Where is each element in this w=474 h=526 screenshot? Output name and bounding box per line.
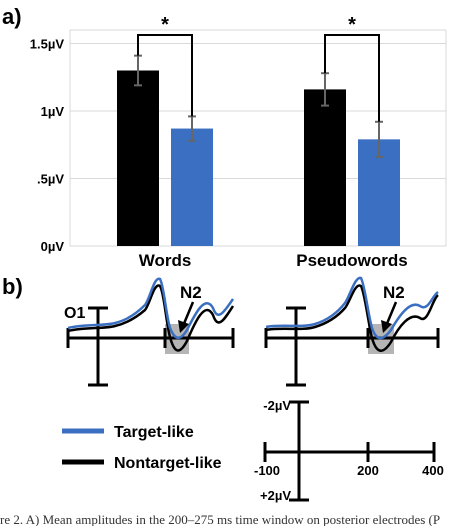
erp-plot-words: O1 N2: [64, 277, 235, 387]
scale-label-200: 200: [357, 463, 379, 478]
y-tick-label: 0µV: [41, 239, 65, 254]
legend-label-target: Target-like: [114, 424, 194, 441]
n2-arrowhead-words: [178, 320, 189, 333]
significance-bracket: [324, 34, 380, 122]
significance-star: *: [348, 14, 356, 36]
electrode-label: O1: [64, 305, 85, 322]
figure-caption: re 2. A) Mean amplitudes in the 200–275 …: [0, 512, 440, 526]
category-labels: Words Pseudowords: [139, 251, 408, 270]
panel-a-label: a): [2, 4, 22, 29]
bar: [171, 128, 213, 246]
legend: Target-like Nontarget-like: [62, 424, 222, 472]
panel-b-label: b): [2, 274, 23, 299]
scale-label-minus100: -100: [254, 463, 280, 478]
significance-star: *: [161, 14, 169, 36]
error-bars: [134, 54, 383, 158]
y-tick-label: 1.5µV: [30, 37, 65, 52]
bars: [117, 70, 400, 247]
scale-axes: -2µV +2µV -100 200 400: [254, 398, 444, 503]
significance-bracket: [137, 34, 193, 117]
n2-arrow-words: [181, 301, 195, 327]
bar: [117, 70, 159, 246]
scale-label-pos-2uv: +2µV: [260, 488, 291, 503]
target-waveform-words: [67, 277, 235, 339]
significance-brackets: * *: [137, 14, 380, 122]
n2-label-pseudowords: N2: [383, 283, 405, 302]
y-tick-labels: 0µV .5µV 1µV 1.5µV: [30, 37, 65, 255]
y-tick-label: 1µV: [41, 104, 65, 119]
target-waveform-pseudowords: [265, 276, 439, 340]
scale-label-400: 400: [422, 463, 444, 478]
category-label: Words: [139, 251, 192, 270]
erp-plot-pseudowords: N2: [264, 276, 440, 387]
nontarget-waveform-pseudowords: [265, 284, 439, 352]
n2-label-words: N2: [180, 283, 202, 302]
scale-label-neg-2uv: -2µV: [263, 398, 291, 413]
n2-arrowhead-pseudowords: [381, 320, 392, 333]
y-tick-label: .5µV: [37, 172, 64, 187]
bar: [304, 89, 346, 247]
n2-arrow-pseudowords: [384, 301, 398, 327]
legend-label-nontarget: Nontarget-like: [114, 455, 222, 472]
erp-panel: O1 N2 N2: [62, 276, 444, 503]
category-label: Pseudowords: [296, 251, 407, 270]
